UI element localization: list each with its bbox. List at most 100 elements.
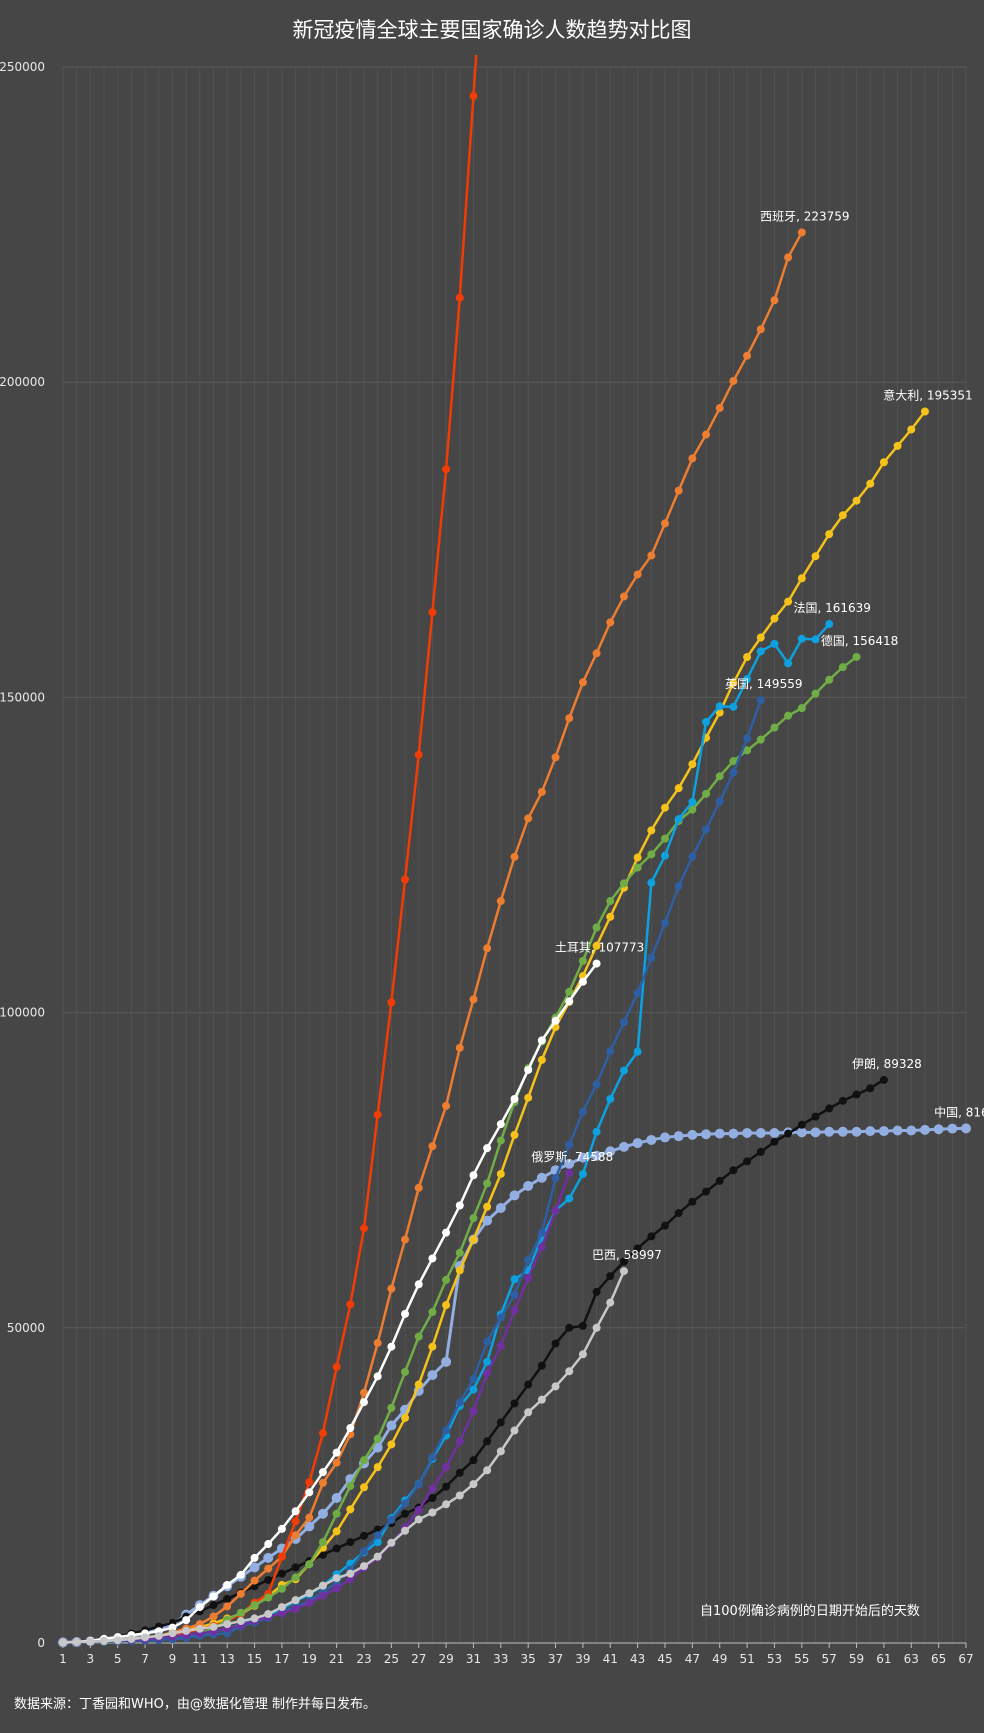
data-point: [414, 1183, 423, 1192]
data-point: [688, 852, 697, 861]
data-point: [373, 1531, 382, 1540]
data-point: [496, 1120, 505, 1129]
data-point: [168, 1629, 177, 1638]
data-point: [606, 1047, 615, 1056]
data-point: [428, 1142, 437, 1151]
data-point: [743, 734, 752, 743]
data-point: [442, 1101, 451, 1110]
data-point: [469, 1235, 478, 1244]
data-point: [428, 1308, 437, 1317]
data-point: [524, 1065, 533, 1074]
data-point: [496, 1447, 505, 1456]
data-point: [59, 1638, 67, 1647]
data-point: [318, 1550, 327, 1559]
data-point: [387, 1515, 396, 1524]
source-note: 数据来源：丁香园和WHO，由@数据化管理 制作并每日发布。: [14, 1697, 376, 1712]
data-point: [906, 1125, 917, 1136]
data-point: [455, 1201, 464, 1210]
data-point: [674, 486, 683, 495]
data-point: [592, 1080, 601, 1089]
data-point: [318, 1468, 327, 1477]
series-label: 土耳其, 107773: [555, 941, 644, 955]
data-point: [537, 1036, 546, 1045]
data-point: [182, 1616, 191, 1625]
data-point: [469, 91, 478, 100]
data-point: [318, 1581, 327, 1590]
data-point: [729, 768, 738, 777]
data-point: [496, 897, 505, 906]
x-tick-label: 67: [958, 1652, 973, 1666]
data-point: [661, 834, 669, 843]
data-point: [113, 1636, 122, 1645]
data-point: [427, 1370, 438, 1381]
data-point: [618, 1141, 629, 1152]
data-point: [127, 1635, 136, 1644]
data-point: [606, 1272, 615, 1281]
data-point: [250, 1576, 259, 1585]
data-point: [892, 1125, 903, 1136]
data-point: [250, 1553, 259, 1562]
x-tick-label: 29: [438, 1652, 453, 1666]
data-point: [811, 635, 820, 644]
data-point: [510, 852, 519, 861]
x-tick-label: 23: [356, 1652, 371, 1666]
x-tick-label: 55: [794, 1652, 809, 1666]
data-point: [673, 1131, 684, 1142]
data-point: [386, 1420, 397, 1431]
data-point: [537, 1243, 546, 1252]
x-tick-label: 59: [849, 1652, 864, 1666]
data-point: [441, 1356, 452, 1367]
data-point: [360, 1388, 368, 1397]
data-point: [428, 1342, 437, 1351]
data-point: [591, 1150, 602, 1161]
data-point: [373, 1552, 382, 1561]
series-label: 意大利, 195351: [883, 388, 972, 403]
x-axis-label: 自100例确诊病例的日期开始后的天数: [700, 1604, 920, 1619]
x-tick-label: 65: [931, 1652, 946, 1666]
data-point: [360, 1562, 368, 1571]
x-tick-label: 13: [220, 1652, 235, 1666]
data-point: [469, 1385, 478, 1394]
data-point: [661, 803, 669, 812]
data-point: [455, 1248, 464, 1257]
data-point: [264, 1610, 273, 1619]
data-point: [304, 1521, 315, 1532]
x-tick-label: 63: [904, 1652, 919, 1666]
x-tick-label: 47: [685, 1652, 700, 1666]
data-point: [674, 882, 683, 891]
data-point: [702, 825, 711, 834]
data-point: [743, 1157, 752, 1166]
data-point: [223, 1581, 232, 1590]
series-label: 西班牙, 223759: [760, 209, 849, 223]
series-label: 巴西, 58997: [592, 1248, 662, 1262]
x-tick-label: 19: [302, 1652, 317, 1666]
data-point: [661, 1221, 669, 1230]
data-point: [250, 1601, 259, 1610]
data-point: [223, 1602, 232, 1611]
data-point: [401, 1499, 410, 1508]
data-point: [483, 1179, 492, 1188]
data-point: [715, 702, 724, 711]
data-point: [469, 1456, 478, 1465]
data-point: [755, 1128, 766, 1139]
data-point: [455, 1437, 464, 1446]
data-point: [606, 1298, 615, 1307]
data-point: [236, 1608, 245, 1617]
data-point: [592, 1287, 601, 1296]
data-point: [428, 1494, 437, 1503]
data-point: [263, 1552, 274, 1563]
series-土耳其: [59, 959, 601, 1647]
data-point: [647, 953, 656, 962]
data-point: [483, 1357, 492, 1366]
data-point: [838, 511, 847, 520]
data-point: [661, 918, 669, 927]
data-point: [414, 1380, 423, 1389]
data-point: [483, 1337, 492, 1346]
data-point: [688, 1197, 697, 1206]
data-point: [578, 977, 587, 986]
data-point: [346, 1424, 355, 1433]
data-point: [373, 1110, 382, 1119]
data-point: [714, 1128, 725, 1139]
x-tick-label: 37: [548, 1652, 563, 1666]
data-point: [195, 1624, 204, 1633]
